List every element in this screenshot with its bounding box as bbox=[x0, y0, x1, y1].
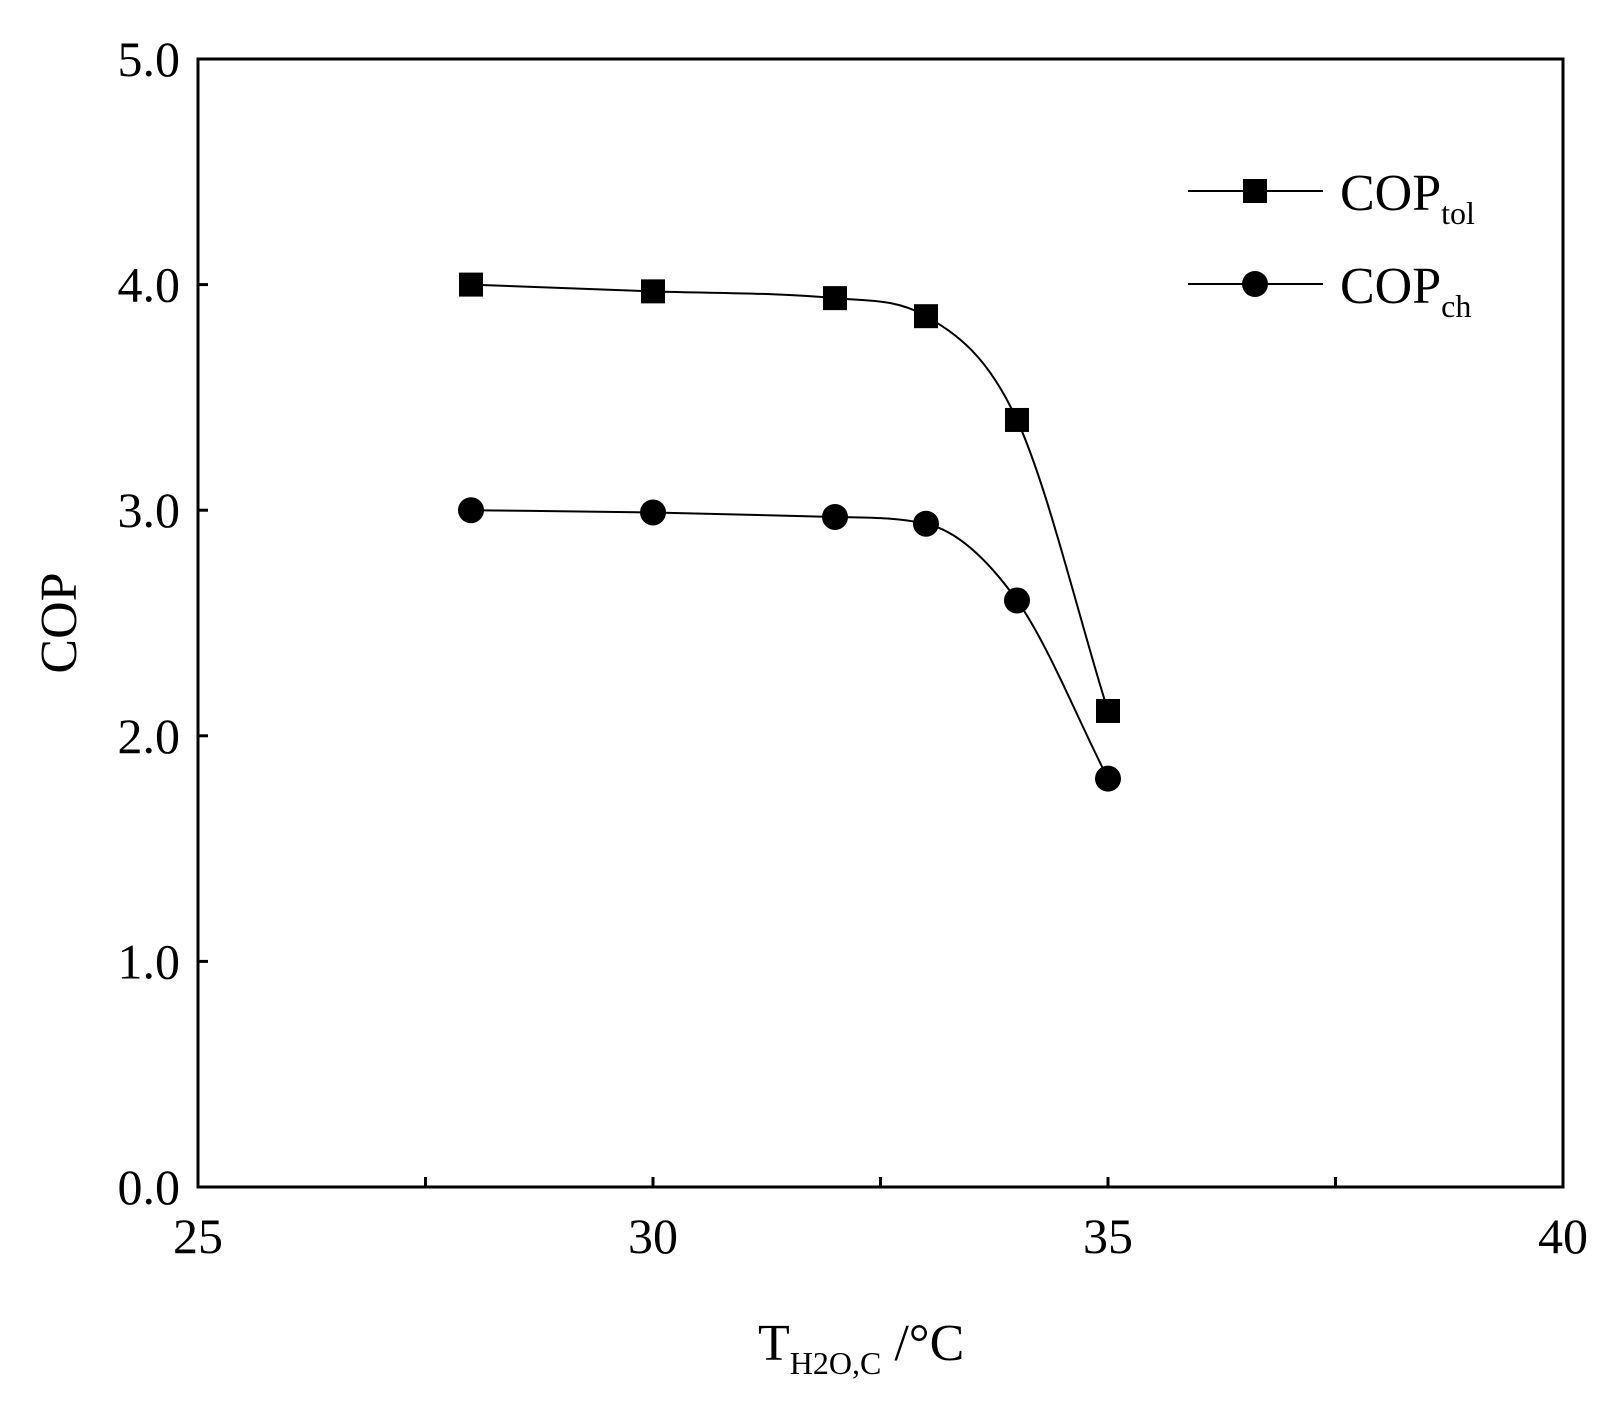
x-axis-title-unit: /°C bbox=[881, 1315, 964, 1372]
data-point-square[interactable] bbox=[641, 279, 665, 304]
legend-label-cop-ch-main: COP bbox=[1340, 258, 1441, 315]
y-tick-label: 5.0 bbox=[118, 31, 181, 87]
data-point-square[interactable] bbox=[1096, 698, 1120, 723]
x-axis-title-main: T bbox=[758, 1315, 790, 1372]
series-line bbox=[470, 283, 1109, 712]
legend-label-cop-tol-sub: tol bbox=[1441, 195, 1475, 231]
legend: COPtol COPch bbox=[1188, 165, 1475, 324]
data-point-circle[interactable] bbox=[1095, 765, 1121, 792]
series-line bbox=[470, 509, 1109, 780]
legend-item-cop-ch[interactable]: COPch bbox=[1188, 258, 1471, 324]
x-tick-label: 25 bbox=[173, 1208, 223, 1264]
data-point-square[interactable] bbox=[1005, 407, 1029, 432]
data-point-square[interactable] bbox=[914, 304, 938, 329]
legend-label-cop-ch-sub: ch bbox=[1441, 288, 1471, 324]
data-point-circle[interactable] bbox=[458, 497, 484, 524]
y-tick-label: 4.0 bbox=[118, 257, 181, 313]
y-tick-label: 1.0 bbox=[118, 933, 181, 989]
series-layer bbox=[458, 272, 1121, 792]
series-cop-tol bbox=[459, 272, 1120, 723]
series-cop-ch bbox=[458, 497, 1121, 792]
plot-frame bbox=[196, 57, 1565, 1189]
legend-label-cop-ch: COPch bbox=[1340, 258, 1471, 324]
legend-item-cop-tol[interactable]: COPtol bbox=[1188, 165, 1475, 231]
x-tick-label: 30 bbox=[628, 1208, 678, 1264]
data-point-square[interactable] bbox=[823, 286, 847, 311]
y-axis: 0.0 1.0 2.0 3.0 4.0 5.0 bbox=[118, 31, 208, 1215]
legend-marker-circle bbox=[1242, 271, 1268, 297]
y-axis-title: COP bbox=[31, 572, 88, 673]
data-point-square[interactable] bbox=[459, 272, 483, 297]
x-axis-title: TH2O,C /°C bbox=[758, 1315, 964, 1381]
data-point-circle[interactable] bbox=[913, 510, 939, 537]
data-point-circle[interactable] bbox=[822, 503, 848, 530]
y-tick-label: 0.0 bbox=[118, 1159, 181, 1215]
x-tick-label: 35 bbox=[1083, 1208, 1133, 1264]
x-tick-label: 40 bbox=[1538, 1208, 1588, 1264]
y-tick-label: 3.0 bbox=[118, 482, 181, 538]
x-axis: 25 30 35 40 bbox=[173, 1177, 1588, 1264]
data-point-circle[interactable] bbox=[1004, 587, 1030, 614]
legend-marker-square bbox=[1243, 179, 1267, 203]
y-tick-label: 2.0 bbox=[118, 708, 181, 764]
x-axis-title-subscript: H2O,C bbox=[790, 1345, 882, 1381]
legend-label-cop-tol: COPtol bbox=[1340, 165, 1475, 231]
legend-label-cop-tol-main: COP bbox=[1340, 165, 1441, 222]
data-point-circle[interactable] bbox=[640, 499, 666, 526]
